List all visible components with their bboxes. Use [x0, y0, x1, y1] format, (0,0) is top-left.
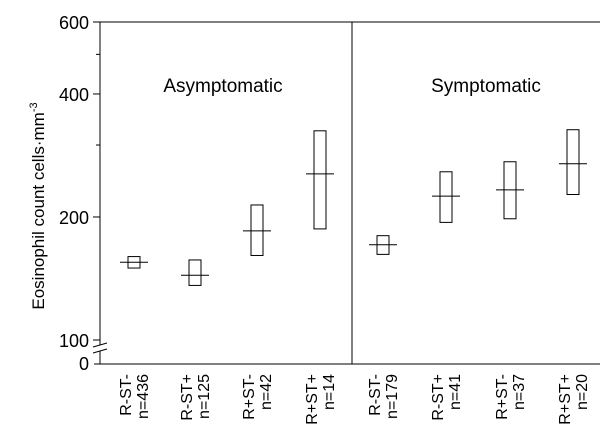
- category-n-5: n=179: [384, 374, 401, 419]
- group-label-asymptomatic: Asymptomatic: [163, 76, 282, 97]
- category-label-4: R+ST+: [304, 374, 321, 425]
- y-ticks: 600 400 200 100: [59, 13, 100, 351]
- category-n-4: n=14: [321, 374, 338, 410]
- axis-break-lower: [92, 348, 108, 354]
- category-n-2: n=125: [196, 374, 213, 419]
- box-8: [566, 129, 580, 196]
- category-n-6: n=41: [447, 374, 464, 410]
- category-label-1: R-ST-: [118, 374, 135, 416]
- y-tick-label-zero: 0: [79, 354, 89, 374]
- boxes: [120, 129, 587, 286]
- y-tick-label-100: 100: [59, 331, 89, 351]
- y-tick-label-200: 200: [59, 208, 89, 228]
- category-label-5: R-ST-: [367, 374, 384, 416]
- axis-break-upper: [92, 342, 108, 348]
- category-label-6: R-ST+: [430, 374, 447, 421]
- box-4: [313, 130, 327, 230]
- category-n-1: n=436: [135, 374, 152, 419]
- y-tick-label-400: 400: [59, 85, 89, 105]
- category-n-8: n=20: [574, 374, 591, 410]
- y-axis-label: Eosinophil count cells·mm-3: [28, 102, 48, 309]
- group-label-symptomatic: Symptomatic: [431, 76, 541, 97]
- y-tick-label-600: 600: [59, 13, 89, 33]
- category-label-8: R+ST+: [557, 374, 574, 425]
- group-labels: Asymptomatic Symptomatic: [163, 76, 541, 97]
- category-n-7: n=37: [511, 374, 528, 410]
- category-label-3: R+ST-: [241, 374, 258, 420]
- box-2: [188, 259, 202, 286]
- category-label-2: R-ST+: [179, 374, 196, 421]
- category-label-7: R+ST-: [494, 374, 511, 420]
- box-3: [250, 204, 264, 256]
- box-6: [439, 171, 453, 223]
- category-n-3: n=42: [258, 374, 275, 410]
- x-category-labels: R-ST-n=436 R-ST+ n=125 R+ST-n=42 R+ST+ n=14 R-…: [118, 374, 591, 425]
